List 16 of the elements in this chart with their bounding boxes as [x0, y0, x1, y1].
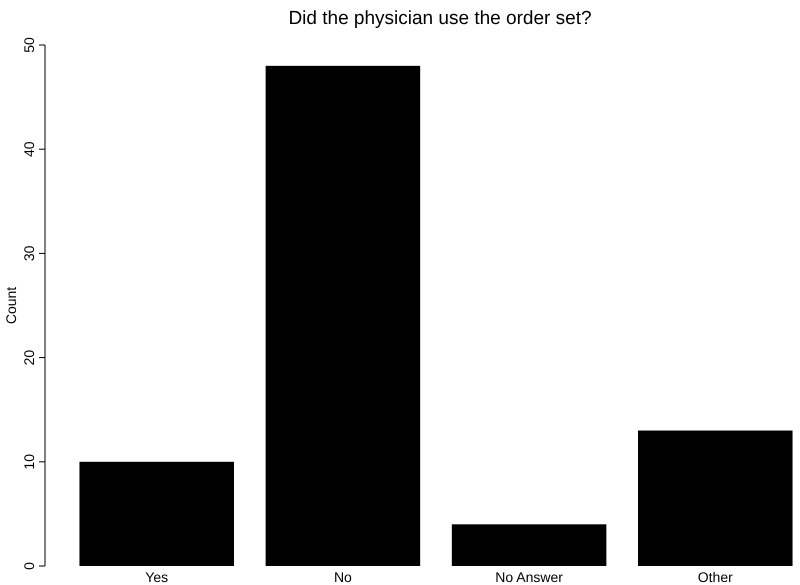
y-axis-title: Count — [3, 286, 19, 324]
y-tick-label: 40 — [21, 141, 37, 157]
chart-title: Did the physician use the order set? — [288, 8, 592, 29]
bar — [452, 524, 606, 566]
y-tick-label: 50 — [21, 37, 37, 53]
bar — [638, 430, 793, 566]
x-tick-label: No Answer — [495, 569, 564, 585]
x-tick-label: Other — [698, 569, 734, 585]
y-tick-label: 0 — [21, 562, 37, 570]
bar — [79, 462, 234, 566]
y-tick-label: 30 — [21, 245, 37, 262]
y-tick-label: 10 — [21, 454, 37, 470]
x-tick-label: No — [334, 569, 352, 585]
y-tick-label: 20 — [21, 350, 37, 366]
x-tick-label: Yes — [145, 569, 168, 585]
bar — [266, 66, 420, 566]
